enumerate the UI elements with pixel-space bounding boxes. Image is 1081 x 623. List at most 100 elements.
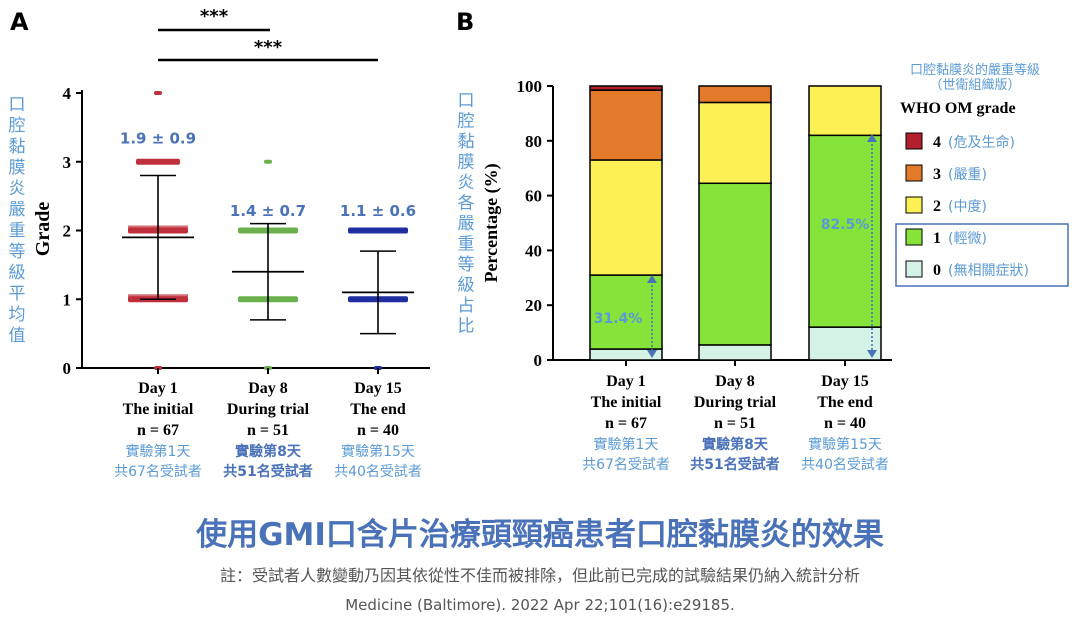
bar-segment-grade-1 [589,274,663,350]
category-phase: During trial [227,401,310,418]
legend-grade: 2 [933,198,941,215]
annotation-label: 31.4% [594,311,643,327]
bar-segment-grade-3 [698,85,772,104]
bar-segment-grade-2 [589,159,663,276]
series-3: 1.1 ± 0.6 [340,202,416,370]
category-n: n = 40 [824,415,866,432]
category-day: Day 8 [715,373,755,390]
bar-segment-grade-2 [698,101,772,185]
b-ylabel-zh-char: 口 [458,91,475,111]
b-ylabel-zh-char: 等 [458,255,475,275]
legend-zh: (輕微) [948,231,987,247]
category-zh-2: 共67名受試者 [114,464,202,480]
bar-segment-grade-3 [589,89,663,161]
mean-sd-label: 1.9 ± 0.9 [120,130,196,148]
series-1: 1.9 ± 0.9 [120,91,196,370]
legend-zh: (無相關症狀) [948,263,1029,279]
legend-swatch-grade-1 [905,228,923,246]
panel-b-label: B [456,8,474,36]
category-zh-1: 實驗第15天 [341,443,415,460]
a-ytick-label: 3 [63,153,72,172]
data-point-band [136,158,180,165]
arrow-head-up [867,133,877,142]
sig-stars-2: *** [254,37,283,58]
legend-highlight-box [895,223,1069,287]
legend: 4 (危及生命) 3 (嚴重) 2 (中度) 1 (輕微) 0 (無相關症狀) [905,132,1029,279]
a-ytick-label: 4 [63,84,72,103]
b-ytick-label: 100 [517,77,543,96]
a-ylabel-zh-char: 膜 [9,158,26,178]
a-ylabel-zh-char: 口 [9,95,26,115]
arrow-head-down [867,350,877,358]
category-zh-1: 實驗第15天 [808,436,882,453]
category-n: n = 51 [247,422,289,439]
footer-citation: Medicine (Baltimore). 2022 Apr 22;101(16… [345,596,735,614]
category-zh-1: 實驗第1天 [126,443,191,460]
legend-title-zh-2: （世衛組織版） [929,78,1020,93]
mean-sd-label: 1.4 ± 0.7 [230,202,306,220]
b-ylabel-zh-char: 炎 [458,173,475,193]
legend-zh: (中度) [948,199,987,215]
b-ylabel-zh-char: 腔 [458,112,475,132]
category-day: Day 8 [248,380,288,397]
legend-swatch-grade-4 [905,132,923,150]
b-ylabel: Percentage (%) [481,163,502,282]
category-phase: During trial [694,394,777,411]
category-day: Day 1 [138,380,178,397]
legend-swatch-grade-0 [905,260,923,278]
data-point-band [154,91,162,95]
bar-segment-grade-1 [698,182,772,346]
category-phase: The initial [591,394,662,411]
category-day: Day 15 [821,373,869,390]
a-ylabel-zh-char: 炎 [9,179,26,199]
category-zh-2: 共40名受試者 [334,464,422,480]
b-ytick-label: 40 [525,241,542,260]
footer-title: 使用GMI口含片治療頭頸癌患者口腔黏膜炎的效果 [195,517,884,553]
legend-grade: 1 [933,230,941,247]
a-ytick-label: 0 [63,359,72,378]
a-ylabel-zh-char: 平 [9,284,26,304]
b-ylabel-zh-char: 重 [458,235,475,255]
sig-stars-1: *** [200,6,229,27]
b-ylabel-zh-char: 黏 [458,132,475,152]
legend-title-zh-1: 口腔黏膜炎的嚴重等級 [910,62,1040,78]
panel-a-label: A [10,8,29,36]
b-ytick-label: 20 [525,296,542,315]
a-ylabel: Grade [32,202,54,257]
category-day: Day 15 [354,380,402,397]
category-zh-2: 共51名受試者 [223,463,312,480]
panel-b-bars: 31.4% 82.5% [589,85,882,366]
legend-swatch-grade-2 [905,196,923,214]
mean-sd-label: 1.1 ± 0.6 [340,202,416,220]
category-phase: The end [817,394,873,411]
footer-note: 註：受試者人數變動乃因其依從性不佳而被排除，但此前已完成的試驗結果仍納入統計分析 [220,566,860,585]
a-ytick-label: 2 [63,222,72,241]
a-ylabel-zh-char: 均 [9,305,26,325]
a-ylabel-zh-char: 等 [9,242,26,262]
b-ytick-label: 80 [525,132,542,151]
series-2: 1.4 ± 0.7 [230,159,306,370]
a-ylabel-zh-char: 重 [9,221,26,241]
data-point-band [348,227,408,234]
category-day: Day 1 [606,373,646,390]
a-ytick-label: 1 [63,290,72,309]
b-ylabel-zh-char: 各 [458,194,475,214]
category-zh-1: 實驗第8天 [235,443,302,460]
bar-segment-grade-2 [808,85,882,137]
panel-b-yticks: 0 20 40 60 80 100 [517,77,553,370]
legend-zh: (危及生命) [948,134,1015,151]
category-n: n = 67 [605,415,647,432]
bar-segment-grade-4 [589,85,663,91]
legend-swatch-grade-3 [905,164,923,182]
b-ylabel-zh-char: 占 [458,296,475,316]
category-zh-1: 實驗第1天 [594,436,659,453]
category-n: n = 67 [137,422,179,439]
bar-segment-grade-0 [698,344,772,361]
a-ylabel-zh-char: 級 [9,263,26,283]
category-zh-2: 共67名受試者 [582,457,670,473]
category-phase: The initial [123,401,194,418]
legend-zh: (嚴重) [948,167,987,183]
